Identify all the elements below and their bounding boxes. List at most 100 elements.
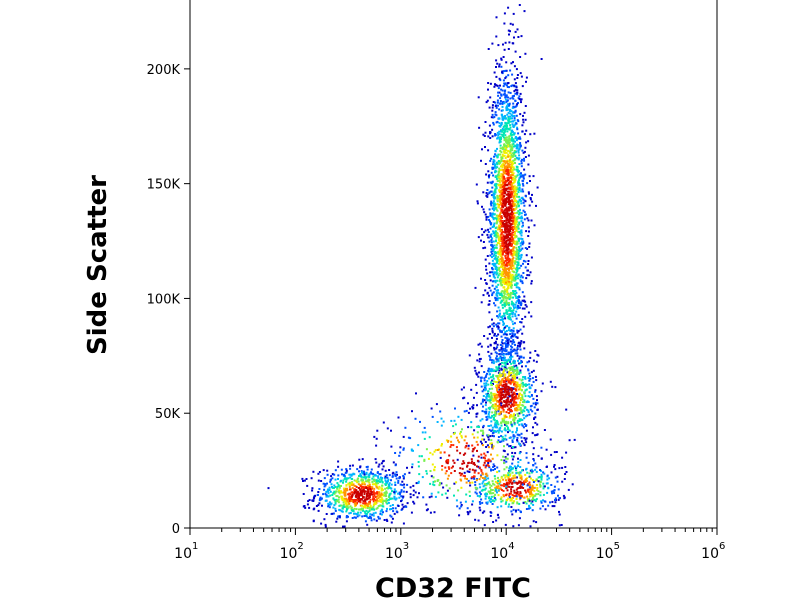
scatter-point [506, 187, 509, 190]
scatter-point [307, 500, 310, 503]
scatter-point [515, 200, 518, 203]
scatter-point [498, 258, 501, 261]
scatter-point [492, 360, 495, 363]
scatter-point [490, 235, 492, 238]
scatter-point [487, 82, 490, 84]
scatter-point [508, 231, 511, 234]
scatter-point [491, 135, 494, 138]
scatter-point [514, 377, 516, 380]
scatter-point [513, 251, 516, 254]
scatter-point [513, 474, 516, 477]
scatter-point [514, 50, 517, 53]
scatter-point [337, 483, 340, 486]
scatter-point [520, 486, 523, 489]
scatter-point [515, 291, 518, 294]
scatter-point [481, 444, 484, 447]
scatter-point [516, 331, 519, 334]
scatter-point [390, 508, 393, 510]
scatter-point [499, 412, 502, 415]
scatter-point [480, 301, 483, 304]
scatter-point [489, 401, 492, 404]
scatter-point [440, 482, 443, 485]
scatter-point [505, 109, 508, 112]
scatter-point [329, 494, 332, 497]
scatter-point [503, 168, 506, 171]
scatter-point [495, 358, 498, 361]
scatter-point [514, 510, 517, 513]
scatter-point [497, 205, 500, 208]
scatter-point [523, 133, 526, 136]
scatter-point [520, 35, 523, 38]
scatter-point [497, 365, 500, 368]
scatter-point [506, 234, 509, 237]
scatter-point [536, 399, 538, 402]
scatter-point [506, 363, 509, 365]
scatter-point [500, 184, 503, 187]
scatter-point [496, 422, 499, 425]
scatter-point [496, 491, 498, 494]
scatter-point [498, 226, 501, 229]
scatter-point [513, 117, 516, 120]
scatter-point [521, 238, 524, 240]
scatter-point [499, 144, 502, 147]
scatter-point [501, 206, 504, 209]
scatter-point [348, 502, 351, 505]
scatter-point [503, 213, 505, 216]
scatter-point [360, 479, 363, 482]
scatter-point [500, 58, 503, 61]
scatter-point [497, 160, 500, 162]
scatter-point [487, 367, 490, 370]
scatter-point [527, 395, 530, 398]
scatter-point [504, 157, 507, 159]
scatter-point [539, 484, 542, 487]
scatter-point [539, 481, 542, 483]
scatter-point [502, 320, 504, 323]
scatter-point [335, 490, 338, 493]
scatter-point [512, 231, 514, 234]
scatter-point [495, 59, 498, 62]
scatter-point [512, 275, 515, 278]
scatter-point [516, 103, 519, 106]
scatter-point [553, 451, 556, 454]
scatter-point [353, 492, 356, 495]
scatter-point [495, 273, 498, 276]
scatter-point [517, 132, 520, 135]
scatter-point [486, 291, 489, 294]
scatter-point [486, 372, 488, 375]
scatter-point [501, 166, 504, 169]
scatter-point [513, 175, 516, 178]
scatter-point [372, 475, 375, 478]
scatter-point [509, 359, 512, 362]
scatter-point [378, 485, 381, 488]
scatter-point [514, 144, 517, 147]
scatter-point [522, 190, 525, 193]
scatter-point [531, 509, 534, 512]
scatter-point [524, 365, 527, 368]
scatter-point [495, 337, 498, 340]
scatter-point [494, 163, 497, 166]
scatter-point [501, 134, 504, 137]
scatter-point [507, 277, 510, 280]
scatter-point [481, 434, 484, 437]
scatter-point [527, 269, 529, 272]
scatter-point [522, 177, 525, 180]
scatter-point [558, 524, 561, 527]
scatter-point [522, 121, 525, 124]
scatter-point [366, 465, 369, 468]
scatter-point [511, 212, 514, 215]
scatter-point [511, 441, 514, 443]
scatter-point [516, 250, 519, 253]
scatter-point [502, 162, 505, 165]
scatter-point [515, 86, 518, 89]
scatter-point [498, 470, 501, 473]
scatter-point [520, 212, 523, 215]
scatter-point [502, 404, 505, 407]
scatter-point [483, 399, 486, 402]
scatter-point [511, 264, 514, 267]
scatter-point [494, 279, 497, 282]
scatter-point [519, 477, 522, 479]
scatter-point [492, 492, 495, 495]
scatter-point [506, 159, 509, 162]
scatter-point [529, 198, 532, 201]
scatter-point [526, 361, 529, 364]
